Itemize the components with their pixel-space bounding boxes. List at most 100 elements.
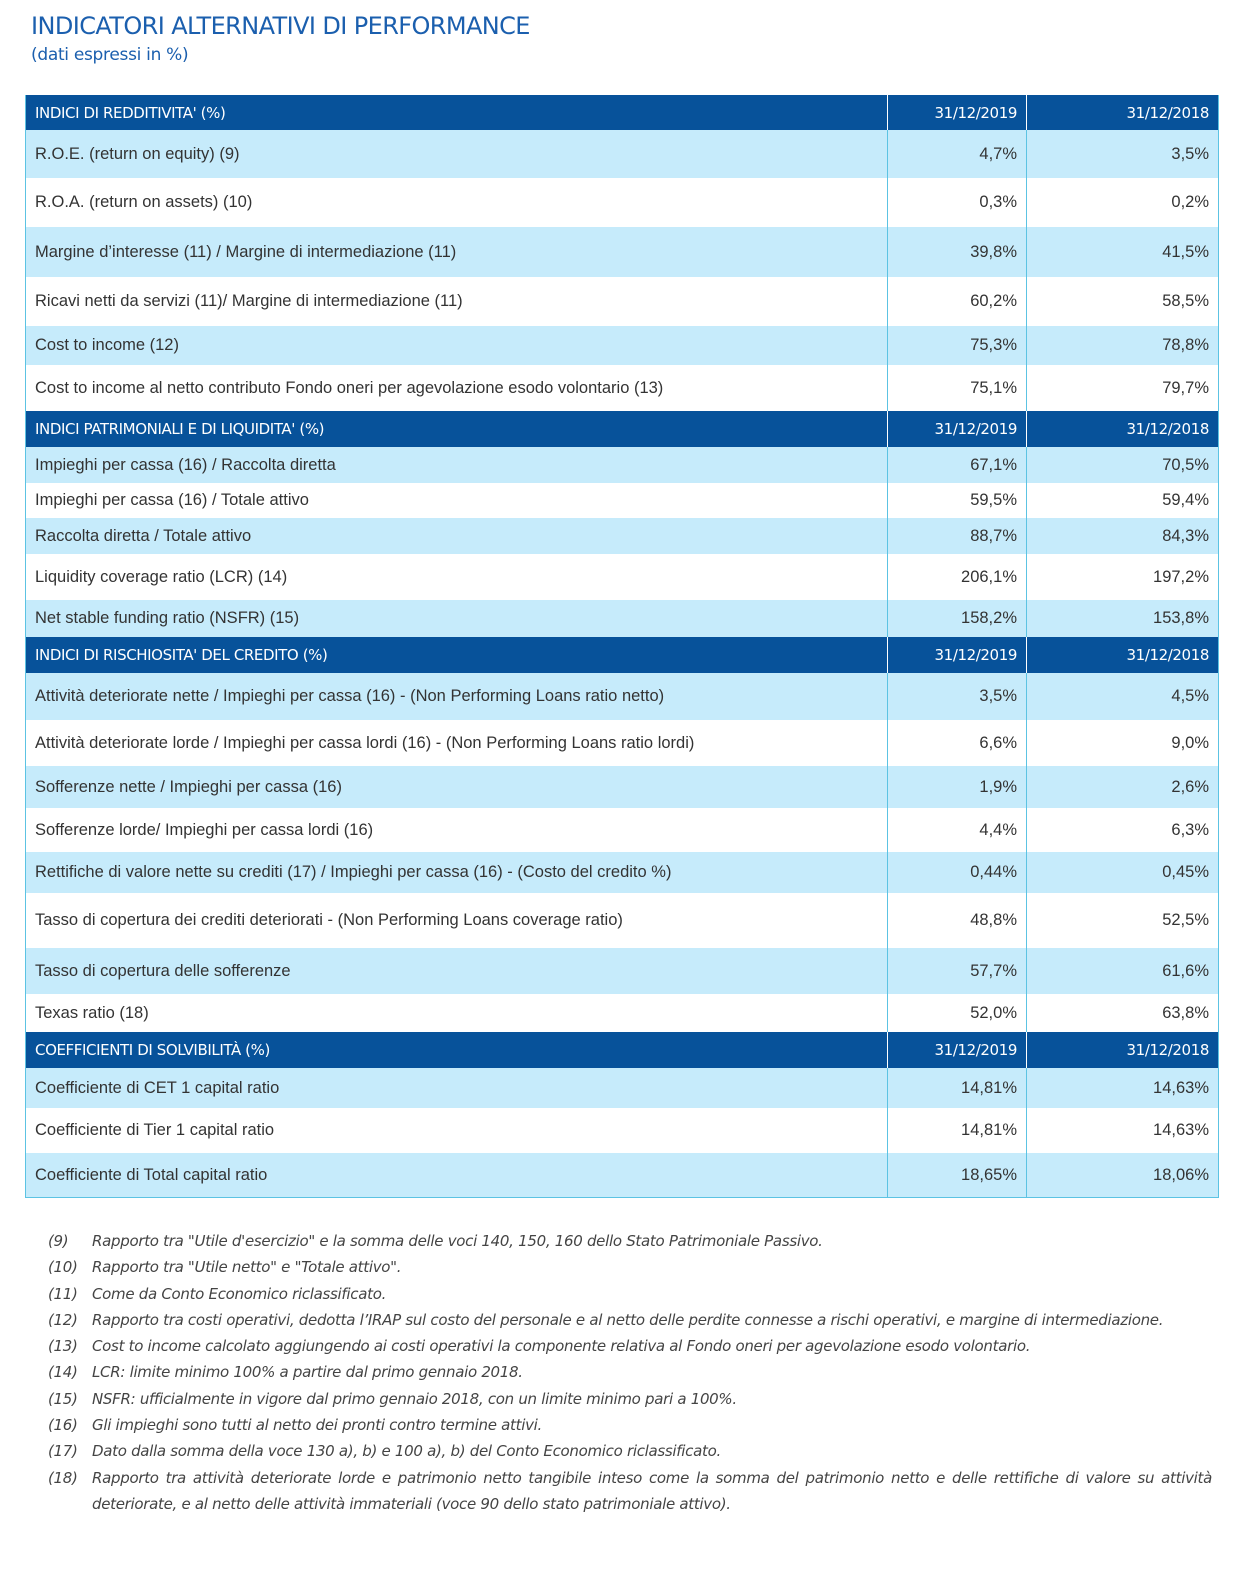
value-2019-cell: 14,81% [888,1068,1027,1108]
section-title-cell: INDICI DI REDDITIVITA' (%) [26,95,888,130]
table-row: Impieghi per cassa (16) / Totale attivo 5… [26,483,1218,518]
footnote-text: Dato dalla somma della voce 130 a), b) e… [92,1442,721,1461]
value-2019-cell: 75,3% [888,326,1027,365]
footnote-text: Come da Conto Economico riclassificato. [92,1284,387,1303]
value-2019-cell: 4,7% [888,130,1027,178]
indicator-label: Net stable funding ratio (NSFR) (15) [35,609,300,627]
value-2019: 14,81% [961,1078,1017,1097]
indicator-label: Tasso di copertura dei crediti deteriora… [35,911,623,929]
value-2018-cell: 63,8% [1027,994,1217,1032]
table-row: Attività deteriorate lorde / Impieghi pe… [26,720,1218,766]
value-2018: 18,06% [1153,1165,1209,1184]
value-2019: 75,3% [970,336,1017,354]
footnotes: (9) Rapporto tra "Utile d'esercizio" e la… [48,1228,1212,1517]
value-2019: 14,81% [961,1121,1017,1139]
value-2018: 2,6% [1171,777,1209,796]
indicator-label-cell: Margine d’interesse (11) / Margine di in… [26,227,888,277]
column-header-2019: 31/12/2019 [934,420,1018,438]
indicator-label: Liquidity coverage ratio (LCR) (14) [35,567,288,586]
footnote-text: Rapporto tra "Utile netto" e "Totale att… [92,1258,402,1277]
indicator-label-cell: Attività deteriorate nette / Impieghi pe… [26,673,888,720]
value-2019: 3,5% [979,687,1017,705]
indicator-label: Coefficiente di Total capital ratio [35,1165,268,1184]
section-title: INDICI DI REDDITIVITA' (%) [35,103,226,122]
section-title: INDICI PATRIMONIALI E DI LIQUIDITA' (%) [35,420,325,438]
table-row: Tasso di copertura delle sofferenze 57,7%… [26,948,1218,994]
indicator-label: Coefficiente di Tier 1 capital ratio [35,1121,275,1139]
section-header: INDICI DI RISCHIOSITA' DEL CREDITO (%) 31… [26,637,1218,673]
value-2019: 4,4% [979,820,1017,839]
column-header-2019-cell: 31/12/2019 [888,637,1027,673]
performance-indicators-table: INDICI DI REDDITIVITA' (%) 31/12/2019 31/1… [25,95,1219,1198]
indicator-label-cell: Tasso di copertura dei crediti deteriora… [26,893,888,948]
indicator-label: Texas ratio (18) [35,1003,149,1022]
table-row: Sofferenze lorde/ Impieghi per cassa lor… [26,808,1218,852]
value-2018-cell: 59,4% [1027,483,1217,518]
table-row: Impieghi per cassa (16) / Raccolta diret… [26,447,1218,483]
value-2019: 52,0% [970,1003,1017,1022]
value-2018-cell: 0,45% [1027,852,1217,893]
indicator-label-cell: Raccolta diretta / Totale attivo [26,518,888,554]
page-subtitle: (dati espressi in %) [31,45,189,65]
footnote: (13) Cost to income calcolato aggiungendo… [48,1333,1212,1359]
value-2018: 79,7% [1162,378,1209,397]
table-row: Net stable funding ratio (NSFR) (15) 158,… [26,600,1218,637]
value-2018-cell: 0,2% [1027,178,1217,227]
table-row: Ricavi netti da servizi (11)/ Margine di… [26,277,1218,326]
column-header-2019-cell: 31/12/2019 [888,1032,1027,1068]
footnote-text: Rapporto tra attività deteriorate lorde … [92,1468,1212,1513]
table-row: R.O.A. (return on assets) (10) 0,3% 0,2% [26,178,1218,227]
value-2019-cell: 60,2% [888,277,1027,326]
footnote-number: (11) [48,1284,78,1303]
table-row: Attività deteriorate nette / Impieghi pe… [26,673,1218,720]
value-2019-cell: 1,9% [888,766,1027,808]
footnote: (11) Come da Conto Economico riclassifica… [48,1281,1212,1307]
footnote: (9) Rapporto tra "Utile d'esercizio" e la… [48,1228,1212,1254]
indicator-label-cell: R.O.A. (return on assets) (10) [26,178,888,227]
indicator-label-cell: Coefficiente di Tier 1 capital ratio [26,1108,888,1153]
table-row: Coefficiente di CET 1 capital ratio 14,81… [26,1068,1218,1108]
footnote: (15) NSFR: ufficialmente in vigore dal pr… [48,1386,1212,1412]
indicator-label: Sofferenze nette / Impieghi per cassa (1… [35,777,342,796]
value-2019: 0,3% [979,193,1017,211]
table-row: Margine d’interesse (11) / Margine di in… [26,227,1218,277]
footnote-text: Rapporto tra costi operativi, dedotta l’… [92,1310,1164,1329]
indicator-label-cell: Sofferenze lorde/ Impieghi per cassa lor… [26,808,888,852]
indicator-label: Raccolta diretta / Totale attivo [35,526,252,545]
column-header-2018: 31/12/2018 [1126,103,1210,122]
footnote-number: (16) [48,1416,78,1435]
value-2019-cell: 57,7% [888,948,1027,994]
indicator-label-cell: Net stable funding ratio (NSFR) (15) [26,600,888,637]
value-2019-cell: 4,4% [888,808,1027,852]
column-header-2019: 31/12/2019 [934,646,1018,664]
section-title-cell: INDICI DI RISCHIOSITA' DEL CREDITO (%) [26,637,888,673]
value-2018-cell: 153,8% [1027,600,1217,637]
table-row: Tasso di copertura dei crediti deteriora… [26,893,1218,948]
page-title: INDICATORI ALTERNATIVI DI PERFORMANCE [31,12,530,40]
value-2018: 9,0% [1171,733,1209,752]
value-2019-cell: 14,81% [888,1108,1027,1153]
table-row: Liquidity coverage ratio (LCR) (14) 206,1… [26,554,1218,600]
indicator-label-cell: Rettifiche di valore nette su crediti (1… [26,852,888,893]
value-2018-cell: 6,3% [1027,808,1217,852]
value-2019: 48,8% [970,911,1017,929]
footnote-number: (17) [48,1442,78,1461]
column-header-2018-cell: 31/12/2018 [1027,411,1217,447]
value-2019-cell: 18,65% [888,1153,1027,1197]
value-2018: 4,5% [1171,687,1209,705]
table-row: Rettifiche di valore nette su crediti (1… [26,852,1218,893]
value-2019-cell: 6,6% [888,720,1027,766]
footnote: (14) LCR: limite minimo 100% a partire da… [48,1359,1212,1385]
value-2019: 4,7% [979,144,1017,163]
value-2018: 14,63% [1153,1078,1209,1097]
footnote: (18) Rapporto tra attività deteriorate lo… [48,1465,1212,1518]
value-2018: 84,3% [1162,526,1209,545]
value-2019: 0,44% [970,863,1017,881]
value-2019-cell: 67,1% [888,447,1027,483]
column-header-2019-cell: 31/12/2019 [888,95,1027,130]
footnote: (17) Dato dalla somma della voce 130 a), … [48,1438,1212,1464]
indicator-label: Impieghi per cassa (16) / Raccolta diret… [35,455,336,474]
column-header-2019: 31/12/2019 [934,103,1018,122]
value-2018-cell: 9,0% [1027,720,1217,766]
value-2018: 197,2% [1153,567,1209,586]
